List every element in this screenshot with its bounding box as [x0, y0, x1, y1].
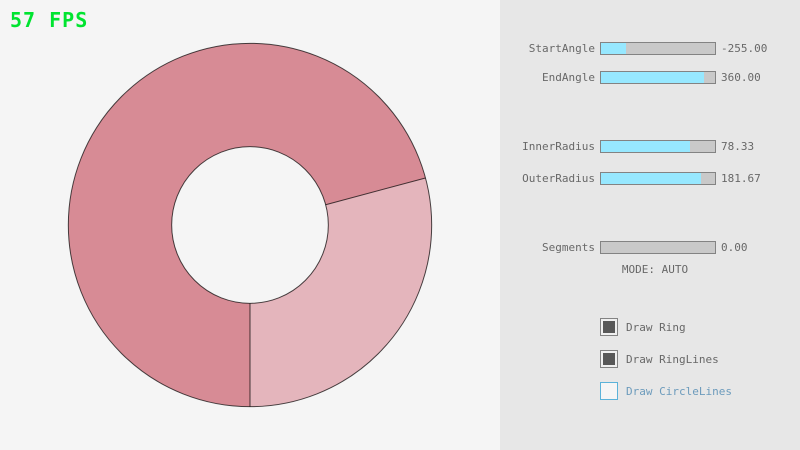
end-angle-row: EndAngle 360.00 [500, 70, 800, 84]
inner-radius-label: InnerRadius [522, 139, 595, 153]
ring-chart [67, 42, 433, 408]
outer-radius-slider-fill [601, 172, 702, 184]
start-angle-slider-fill [601, 42, 627, 54]
segments-label: Segments [542, 240, 595, 254]
inner-radius-row: InnerRadius 78.33 [500, 139, 800, 153]
end-angle-value: 360.00 [721, 70, 761, 84]
checkbox-draw-ringlines[interactable]: Draw RingLines [600, 350, 719, 368]
draw-ringlines-checkbox-icon[interactable] [600, 350, 618, 368]
draw-circlelines-checkbox-label: Draw CircleLines [626, 384, 732, 398]
segments-slider[interactable] [600, 240, 716, 254]
draw-ringlines-checkbox-label: Draw RingLines [626, 352, 719, 366]
segments-value: 0.00 [721, 240, 748, 254]
start-angle-row: StartAngle -255.00 [500, 41, 800, 55]
draw-circlelines-checkbox-icon[interactable] [600, 382, 618, 400]
inner-radius-value: 78.33 [721, 139, 755, 153]
inner-radius-slider-fill [601, 140, 690, 152]
draw-ring-checkbox-label: Draw Ring [626, 320, 686, 334]
start-angle-value: -255.00 [721, 41, 768, 55]
draw-ring-checkbox-icon[interactable] [600, 318, 618, 336]
checkbox-draw-ring[interactable]: Draw Ring [600, 318, 686, 336]
outer-radius-value: 181.67 [721, 171, 761, 185]
fps-counter: 57 FPS [10, 8, 89, 32]
canvas-area: 57 FPS [10, 8, 433, 408]
outer-radius-row: OuterRadius 181.67 [500, 171, 800, 185]
start-angle-label: StartAngle [528, 41, 595, 55]
end-angle-label: EndAngle [542, 70, 595, 84]
control-panel: StartAngle -255.00 EndAngle 360.00 Inner… [500, 0, 800, 450]
start-angle-slider[interactable] [600, 41, 716, 55]
checkbox-draw-circlelines[interactable]: Draw CircleLines [600, 382, 732, 400]
outer-radius-slider[interactable] [600, 171, 716, 185]
end-angle-slider-fill [601, 71, 704, 83]
inner-radius-slider[interactable] [600, 139, 716, 153]
outer-radius-label: OuterRadius [522, 171, 595, 185]
segments-row: Segments 0.00 [500, 240, 800, 254]
end-angle-slider[interactable] [600, 70, 716, 84]
mode-label: MODE: AUTO [621, 263, 689, 276]
